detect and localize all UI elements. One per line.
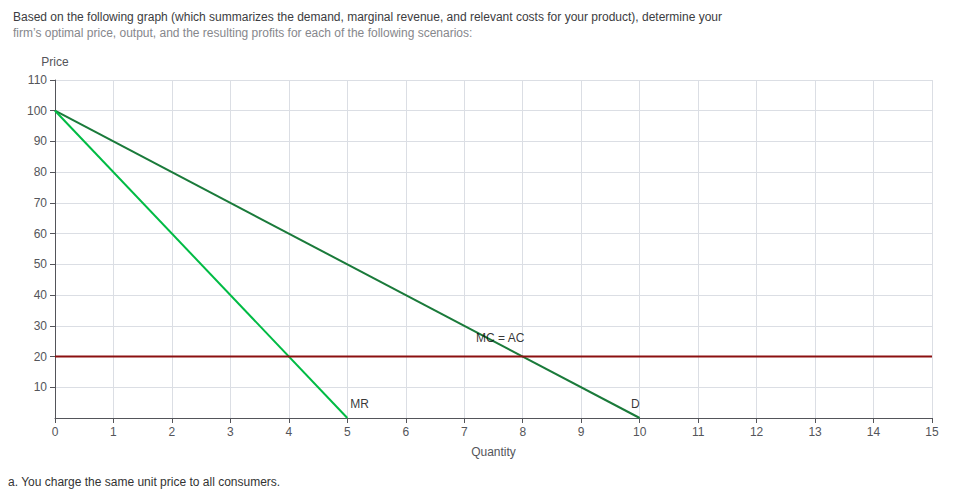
svg-text:10: 10 (34, 380, 48, 394)
svg-text:10: 10 (633, 425, 647, 439)
svg-text:firm’s optimal price, output,: firm’s optimal price, output, and the re… (13, 26, 472, 40)
svg-text:14: 14 (867, 425, 881, 439)
svg-text:9: 9 (578, 425, 585, 439)
svg-text:D: D (631, 397, 640, 411)
svg-text:40: 40 (34, 288, 48, 302)
svg-text:110: 110 (28, 73, 47, 87)
svg-text:11: 11 (692, 425, 705, 439)
svg-text:MC = AC: MC = AC (476, 331, 525, 345)
svg-text:15: 15 (925, 425, 939, 439)
svg-text:80: 80 (34, 165, 48, 179)
svg-text:Quantity: Quantity (471, 445, 516, 459)
svg-text:2: 2 (169, 425, 176, 439)
svg-text:30: 30 (34, 319, 48, 333)
svg-text:60: 60 (34, 227, 48, 241)
svg-text:Based on the following graph (: Based on the following graph (which summ… (13, 10, 722, 24)
svg-text:7: 7 (461, 425, 468, 439)
svg-text:8: 8 (519, 425, 526, 439)
svg-text:90: 90 (34, 134, 48, 148)
svg-text:4: 4 (286, 425, 293, 439)
svg-text:6: 6 (402, 425, 409, 439)
svg-text:Price: Price (41, 55, 69, 69)
svg-text:0: 0 (52, 425, 59, 439)
svg-text:100: 100 (27, 104, 47, 118)
svg-text:12: 12 (750, 425, 764, 439)
svg-text:a. You charge the same unit pr: a. You charge the same unit price to all… (8, 475, 280, 489)
svg-text:13: 13 (808, 425, 822, 439)
svg-text:20: 20 (34, 350, 48, 364)
svg-text:50: 50 (34, 257, 48, 271)
svg-text:1: 1 (110, 425, 117, 439)
svg-text:3: 3 (227, 425, 234, 439)
svg-text:70: 70 (34, 196, 48, 210)
svg-text:MR: MR (350, 397, 369, 411)
svg-text:5: 5 (344, 425, 351, 439)
